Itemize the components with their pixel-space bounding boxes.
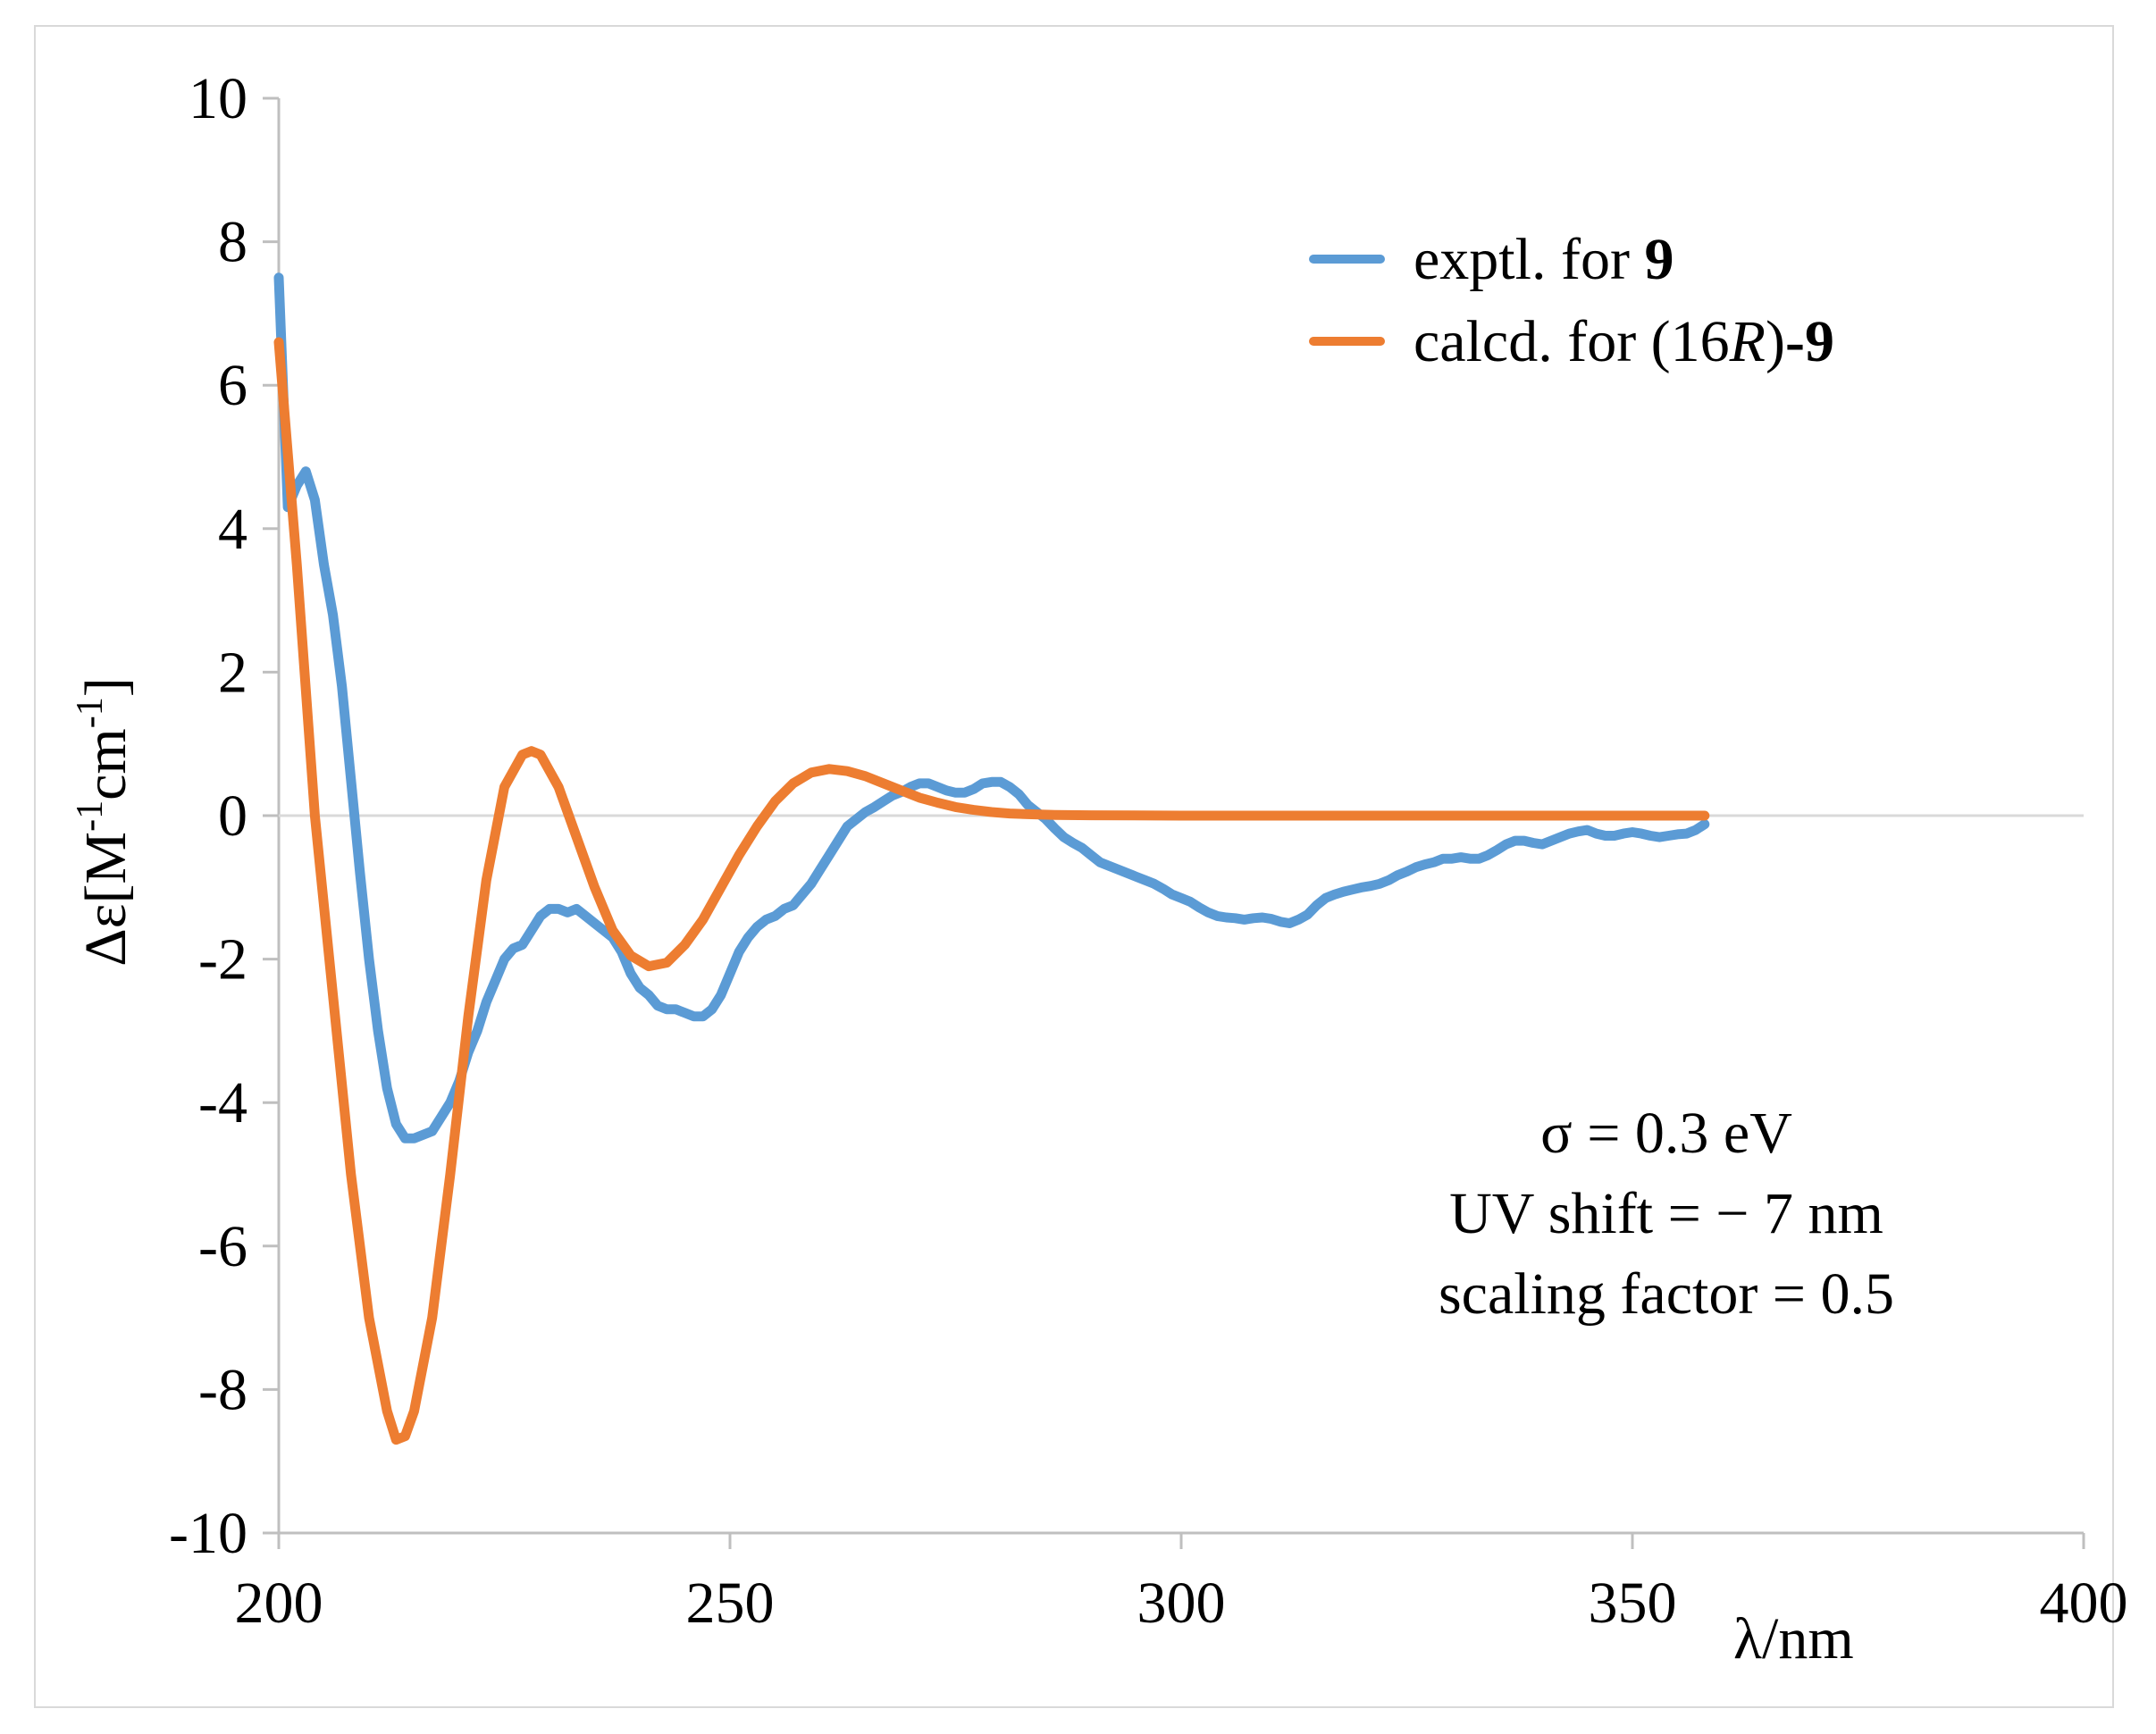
- x-ticks: 200 250 300 350 400: [235, 1533, 2128, 1636]
- annotation-scaling-factor: scaling factor = 0.5: [1439, 1261, 1894, 1327]
- annotation-uv-shift: UV shift = − 7 nm: [1449, 1181, 1883, 1246]
- x-axis-title: λ/nm: [1733, 1606, 1854, 1671]
- series-layer: [273, 272, 1710, 1445]
- legend-label-calcd: calcd. for (16R)-9: [1414, 309, 1834, 374]
- y-tick-label: 10: [189, 66, 247, 131]
- chart-frame: [34, 25, 2114, 1708]
- x-tick-label: 200: [235, 1571, 323, 1636]
- annotation-sigma: σ = 0.3 eV: [1540, 1101, 1792, 1166]
- legend: exptl. for 9 calcd. for (16R)-9: [1309, 227, 1834, 374]
- y-tick-label: 6: [218, 353, 247, 418]
- y-tick-label: -10: [169, 1501, 247, 1566]
- y-tick-label: 2: [218, 640, 247, 705]
- y-tick-label: -6: [198, 1214, 247, 1279]
- parameter-annotation: σ = 0.3 eV UV shift = − 7 nm scaling fac…: [1439, 1101, 1894, 1327]
- series-line-calcd: [273, 337, 1710, 1445]
- y-axis-title: Δε[M-1cm-1]: [70, 677, 138, 966]
- legend-label-exptl: exptl. for 9: [1414, 227, 1674, 292]
- y-tick-label: -8: [198, 1357, 247, 1422]
- x-tick-label: 300: [1137, 1571, 1226, 1636]
- x-tick-label: 400: [2040, 1571, 2128, 1636]
- series-line-exptl: [273, 272, 1710, 1143]
- y-tick-label: 8: [218, 210, 247, 275]
- y-tick-label: -4: [198, 1070, 247, 1135]
- y-tick-label: 4: [218, 497, 247, 562]
- y-tick-label: -2: [198, 927, 247, 993]
- y-ticks: 10 8 6 4 2 0 -2 -4 -6 -8 -10: [169, 66, 279, 1566]
- x-tick-label: 250: [686, 1571, 775, 1636]
- y-tick-label: 0: [218, 783, 247, 849]
- x-tick-label: 350: [1589, 1571, 1677, 1636]
